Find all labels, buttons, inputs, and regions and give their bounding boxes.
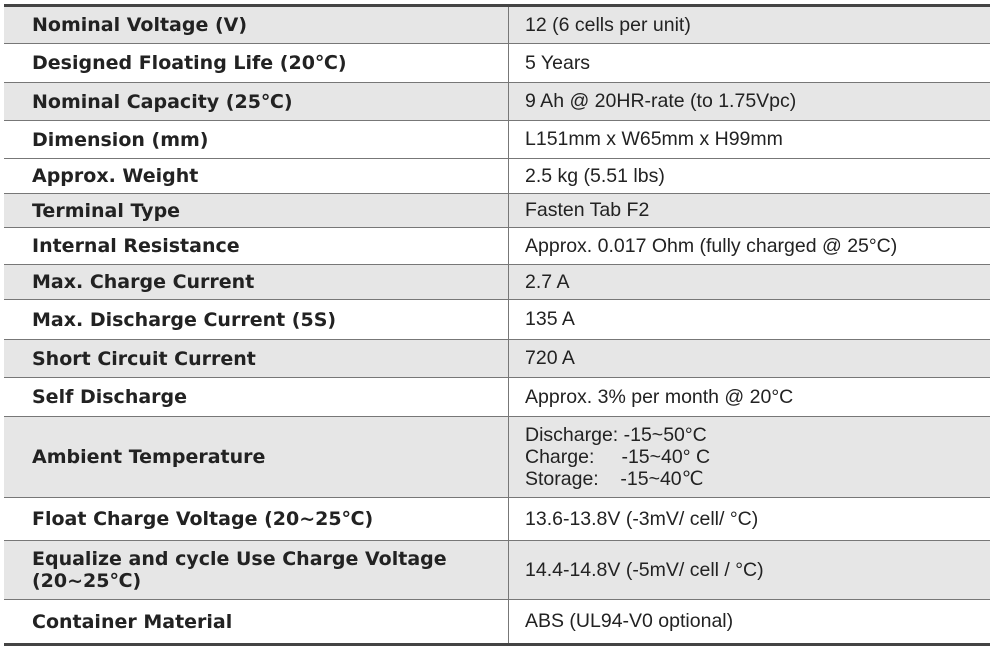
- table-row: Nominal Voltage (V) 12 (6 cells per unit): [4, 5, 990, 44]
- spec-value: 720 A: [508, 339, 990, 378]
- spec-value: 2.7 A: [508, 264, 990, 300]
- table-row: Dimension (mm) L151mm x W65mm x H99mm: [4, 120, 990, 159]
- spec-value: L151mm x W65mm x H99mm: [508, 120, 990, 159]
- spec-label: Nominal Capacity (25℃): [4, 82, 509, 121]
- spec-label: Equalize and cycle Use Charge Voltage (2…: [4, 540, 509, 600]
- spec-label: Designed Floating Life (20℃): [4, 43, 509, 83]
- spec-label: Dimension (mm): [4, 120, 509, 159]
- spec-label: Max. Charge Current: [4, 264, 509, 300]
- spec-label: Container Material: [4, 599, 509, 645]
- table-row: Nominal Capacity (25℃) 9 Ah @ 20HR-rate (…: [4, 82, 990, 121]
- spec-value: 12 (6 cells per unit): [508, 5, 990, 44]
- table-row: Container Material ABS (UL94-V0 optional): [4, 599, 990, 645]
- table-row: Max. Discharge Current (5S) 135 A: [4, 299, 990, 340]
- spec-label: Max. Discharge Current (5S): [4, 299, 509, 340]
- spec-table: Nominal Voltage (V) 12 (6 cells per unit)…: [4, 4, 990, 646]
- table-row: Approx. Weight 2.5 kg (5.51 lbs): [4, 158, 990, 194]
- spec-label: Ambient Temperature: [4, 416, 509, 498]
- spec-value: ABS (UL94-V0 optional): [508, 599, 990, 645]
- spec-label: Float Charge Voltage (20~25℃): [4, 497, 509, 541]
- spec-value: Approx. 0.017 Ohm (fully charged @ 25°C): [508, 227, 990, 265]
- spec-value: 14.4-14.8V (-5mV/ cell / °C): [508, 540, 990, 600]
- spec-value-line: Charge: -15~40° C: [525, 446, 711, 468]
- spec-value-line: Storage: -15~40℃: [525, 468, 704, 490]
- spec-value: Approx. 3% per month @ 20°C: [508, 377, 990, 417]
- table-row: Self Discharge Approx. 3% per month @ 20°…: [4, 377, 990, 417]
- table-row: Short Circuit Current 720 A: [4, 339, 990, 378]
- spec-value: 135 A: [508, 299, 990, 340]
- spec-label: Internal Resistance: [4, 227, 509, 265]
- spec-label: Short Circuit Current: [4, 339, 509, 378]
- table-row: Max. Charge Current 2.7 A: [4, 264, 990, 300]
- table-row: Internal Resistance Approx. 0.017 Ohm (fu…: [4, 227, 990, 265]
- spec-value: 9 Ah @ 20HR-rate (to 1.75Vpc): [508, 82, 990, 121]
- spec-value: 5 Years: [508, 43, 990, 83]
- spec-label: Self Discharge: [4, 377, 509, 417]
- table-row: Terminal Type Fasten Tab F2: [4, 193, 990, 228]
- spec-label: Terminal Type: [4, 193, 509, 228]
- table-body: Nominal Voltage (V) 12 (6 cells per unit)…: [4, 5, 990, 645]
- spec-label: Nominal Voltage (V): [4, 5, 509, 44]
- table-row: Ambient Temperature Discharge: -15~50°C Ch…: [4, 416, 990, 498]
- spec-value: 2.5 kg (5.51 lbs): [508, 158, 990, 194]
- spec-value: Fasten Tab F2: [508, 193, 990, 228]
- spec-value: Discharge: -15~50°C Charge: -15~40° C Stor…: [508, 416, 990, 498]
- spec-value-line: Discharge: -15~50°C: [525, 424, 707, 446]
- table-row: Equalize and cycle Use Charge Voltage (2…: [4, 540, 990, 600]
- spec-label: Approx. Weight: [4, 158, 509, 194]
- table-row: Designed Floating Life (20℃) 5 Years: [4, 43, 990, 83]
- table-row: Float Charge Voltage (20~25℃) 13.6-13.8V …: [4, 497, 990, 541]
- spec-value: 13.6-13.8V (-3mV/ cell/ °C): [508, 497, 990, 541]
